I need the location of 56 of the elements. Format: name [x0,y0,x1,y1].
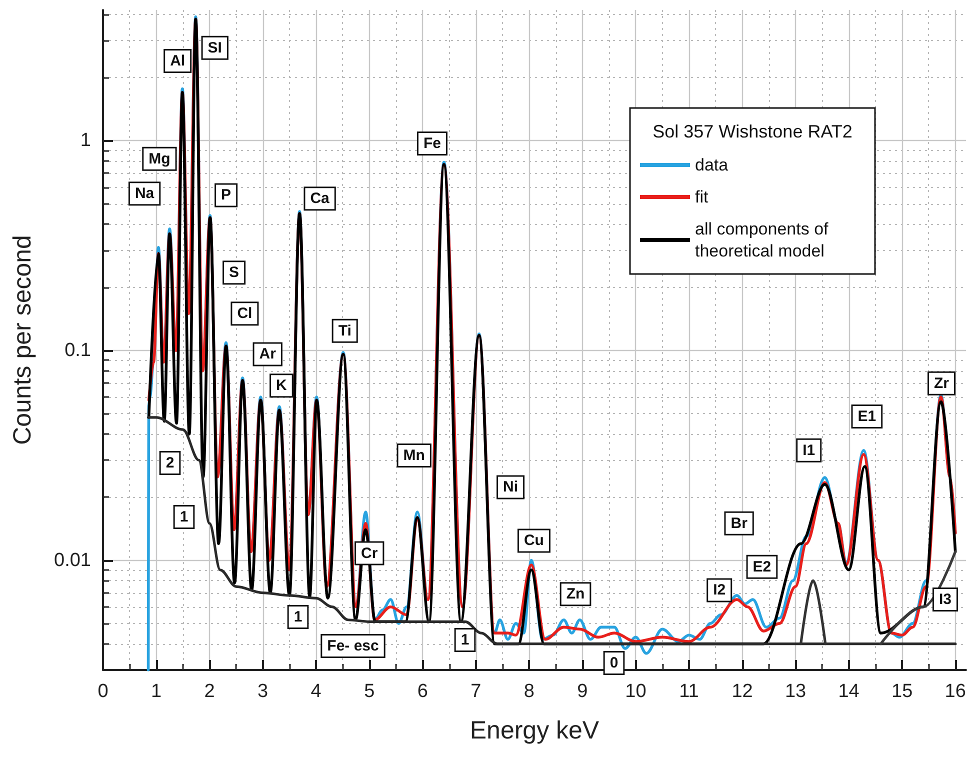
annotation: 1 [294,608,302,626]
legend-label: all components of theoretical model [695,220,833,260]
x-tick-label: 4 [310,681,322,702]
annotation: Fe- esc [327,638,379,654]
x-tick-label: 12 [732,681,753,702]
annotation: 2 [166,454,174,472]
x-tick-label: 16 [944,681,966,702]
x-tick-label: 7 [470,681,482,702]
x-tick-label: 0 [98,681,108,702]
x-tick-label: 15 [892,681,913,702]
annotation: 1 [180,508,188,526]
x-tick-label: 11 [679,681,699,702]
annotation: Ni [503,478,518,496]
annotation: 1 [460,632,470,648]
y-tick-label: 0.1 [64,340,91,362]
annotation: Cr [361,544,378,562]
x-tick-label: 8 [524,681,534,702]
annotation: Na [134,185,155,202]
annotation: SI [208,39,222,56]
annotation: Ti [338,322,352,340]
x-tick-label: 5 [364,681,375,702]
annotation: Zn [566,586,585,603]
x-tick-label: 3 [258,681,268,702]
annotation: Ar [259,346,276,363]
annotation: Cu [524,532,544,550]
annotation: Mg [148,150,170,168]
annotation: E1 [858,408,876,425]
legend-label: data [695,156,729,174]
annotation: Br [730,514,748,532]
y-tick-label: 1 [80,130,91,152]
annotation: P [221,186,232,204]
annotation: Al [170,52,186,70]
x-tick-label: 13 [784,681,806,702]
annotation: Cl [237,305,252,322]
x-tick-label: 1 [150,681,162,702]
x-tick-label: 10 [625,681,646,702]
annotation: I2 [713,582,726,599]
annotation: Fe [423,135,441,152]
annotation: Ca [310,190,330,208]
x-tick-label: 14 [838,681,860,702]
annotation: I3 [938,591,952,608]
annotation: Zr [934,374,950,392]
y-tick-label: 0.01 [54,550,91,571]
annotation: E2 [752,558,772,576]
legend-title: Sol 357 Wishstone RAT2 [652,121,852,142]
y-axis-title: Counts per second [8,235,36,445]
annotation: K [276,377,288,394]
x-axis-title: Energy keV [470,716,600,744]
annotation: Mn [403,446,425,464]
x-tick-label: 9 [577,681,588,702]
annotation: 0 [610,654,618,672]
annotation: I1 [802,442,816,459]
legend-label: fit [695,188,708,206]
x-tick-label: 6 [417,681,428,702]
annotation: S [229,264,240,282]
x-tick-label: 2 [204,681,215,702]
